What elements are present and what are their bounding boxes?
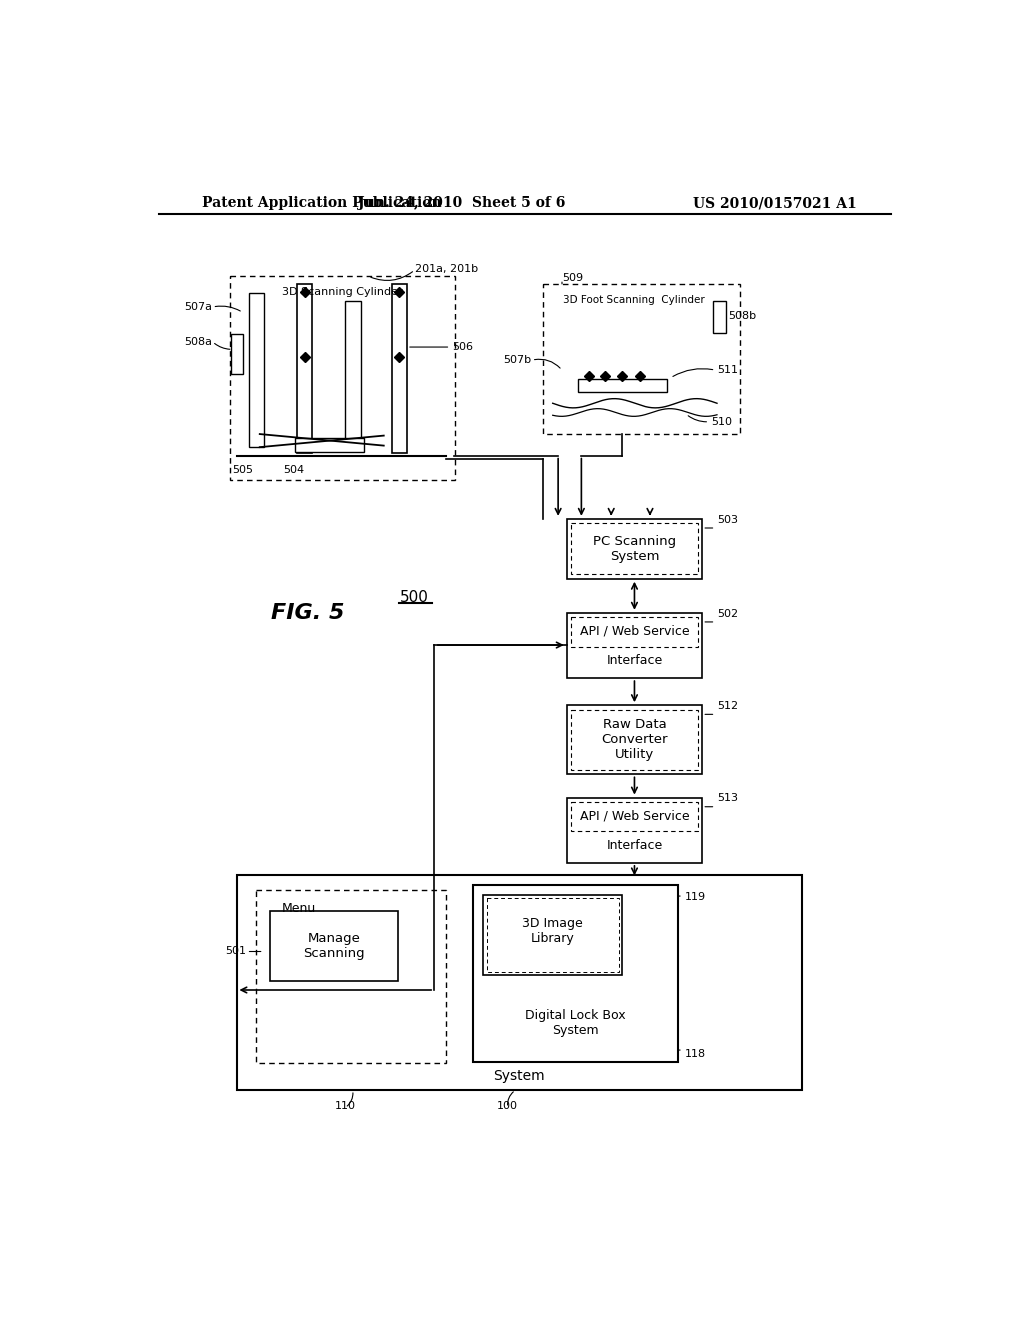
FancyArrowPatch shape xyxy=(215,306,241,312)
FancyArrowPatch shape xyxy=(347,1093,353,1106)
Text: 510: 510 xyxy=(711,417,732,426)
Bar xyxy=(249,293,264,447)
Text: 505: 505 xyxy=(232,465,254,475)
Text: Manage
Scanning: Manage Scanning xyxy=(303,932,365,960)
Text: 100: 100 xyxy=(498,1101,518,1111)
Text: 507b: 507b xyxy=(503,355,531,366)
Text: System: System xyxy=(494,1069,545,1084)
Bar xyxy=(571,803,697,832)
Text: 119: 119 xyxy=(684,892,706,902)
FancyArrowPatch shape xyxy=(215,343,229,350)
FancyArrowPatch shape xyxy=(508,1092,513,1105)
Bar xyxy=(230,276,455,480)
Text: 512: 512 xyxy=(717,701,738,711)
Text: Menu: Menu xyxy=(282,903,315,915)
Bar xyxy=(566,705,702,775)
Text: FIG. 5: FIG. 5 xyxy=(271,603,345,623)
Bar xyxy=(713,301,726,333)
Text: 507a: 507a xyxy=(183,302,212,312)
Text: 501: 501 xyxy=(225,946,246,957)
Bar xyxy=(543,284,740,434)
Text: Raw Data
Converter
Utility: Raw Data Converter Utility xyxy=(601,718,668,762)
Text: 3D Foot Scanning  Cylinder: 3D Foot Scanning Cylinder xyxy=(563,294,705,305)
Text: 110: 110 xyxy=(335,1101,355,1111)
FancyArrowPatch shape xyxy=(535,359,560,368)
Text: 509: 509 xyxy=(562,273,583,282)
Bar xyxy=(231,334,244,374)
Text: 3D Scanning Cylinder: 3D Scanning Cylinder xyxy=(283,286,403,297)
Bar xyxy=(295,438,365,451)
Bar xyxy=(571,524,697,574)
FancyArrowPatch shape xyxy=(371,272,413,280)
Bar xyxy=(391,284,407,453)
Bar xyxy=(270,911,397,981)
Bar xyxy=(571,710,697,770)
Text: 3D Image
Library: 3D Image Library xyxy=(522,917,583,945)
Bar xyxy=(578,379,667,392)
Text: Interface: Interface xyxy=(606,653,663,667)
Bar xyxy=(566,612,702,678)
Text: 502: 502 xyxy=(717,609,738,619)
Bar xyxy=(483,895,623,975)
Bar xyxy=(297,284,312,453)
Bar xyxy=(566,519,702,578)
Bar xyxy=(345,301,360,444)
Text: 503: 503 xyxy=(717,515,738,524)
Text: 508a: 508a xyxy=(183,337,212,347)
Text: US 2010/0157021 A1: US 2010/0157021 A1 xyxy=(693,197,856,210)
FancyArrowPatch shape xyxy=(688,416,707,422)
Text: API / Web Service: API / Web Service xyxy=(580,809,689,822)
Bar xyxy=(571,618,697,647)
Text: 118: 118 xyxy=(684,1049,706,1059)
Text: Interface: Interface xyxy=(606,838,663,851)
Bar xyxy=(473,884,678,1061)
Text: PC Scanning
System: PC Scanning System xyxy=(593,535,676,562)
Text: Jun. 24, 2010  Sheet 5 of 6: Jun. 24, 2010 Sheet 5 of 6 xyxy=(357,197,565,210)
Bar xyxy=(486,899,618,972)
Text: 500: 500 xyxy=(400,590,429,605)
Text: 513: 513 xyxy=(717,793,738,804)
Text: 508b: 508b xyxy=(729,312,757,321)
Bar xyxy=(256,890,445,1063)
Text: 201a, 201b: 201a, 201b xyxy=(415,264,478,273)
Text: Patent Application Publication: Patent Application Publication xyxy=(202,197,441,210)
Text: 504: 504 xyxy=(283,465,304,475)
Bar xyxy=(237,874,802,1090)
Bar xyxy=(566,797,702,863)
Text: API / Web Service: API / Web Service xyxy=(580,624,689,638)
Text: 511: 511 xyxy=(717,366,738,375)
FancyArrowPatch shape xyxy=(673,368,713,376)
Text: Digital Lock Box
System: Digital Lock Box System xyxy=(525,1008,626,1038)
Text: 506: 506 xyxy=(452,342,473,352)
